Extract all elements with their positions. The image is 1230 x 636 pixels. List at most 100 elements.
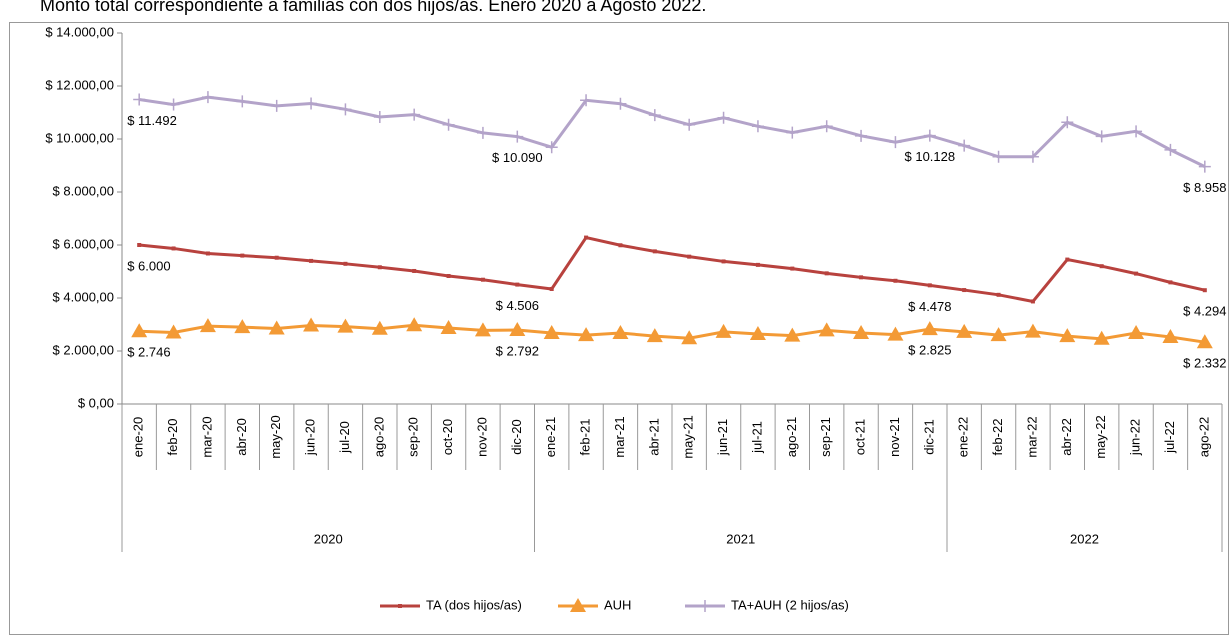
x-tick-label: jul-20 <box>337 421 352 454</box>
marker <box>614 97 627 110</box>
marker <box>165 324 182 339</box>
data-label: $ 10.128 <box>905 149 956 164</box>
data-label: $ 2.825 <box>908 343 951 358</box>
x-tick-label: mar-22 <box>1024 416 1039 457</box>
marker <box>717 111 730 124</box>
marker <box>715 323 732 338</box>
y-tick-label: $ 4.000,00 <box>53 289 114 304</box>
x-tick-label: feb-22 <box>990 419 1005 456</box>
marker <box>1061 116 1074 129</box>
year-label: 2020 <box>314 531 343 546</box>
marker <box>820 120 833 133</box>
marker <box>958 139 971 152</box>
year-label: 2021 <box>726 531 755 546</box>
x-tick-label: nov-21 <box>887 417 902 457</box>
y-tick-label: $ 0,00 <box>78 395 114 410</box>
x-tick-label: jul-21 <box>749 421 764 454</box>
marker <box>683 118 696 131</box>
data-label: $ 2.332 <box>1183 356 1226 371</box>
marker <box>721 259 726 264</box>
marker <box>1134 271 1139 276</box>
marker <box>755 262 760 267</box>
marker <box>305 97 318 110</box>
marker <box>205 251 210 256</box>
marker <box>751 120 764 133</box>
marker <box>408 108 421 121</box>
marker <box>853 324 870 339</box>
marker <box>887 326 904 341</box>
y-tick-label: $ 14.000,00 <box>45 24 114 39</box>
y-tick-label: $ 8.000,00 <box>53 183 114 198</box>
chart-title: Monto total correspondiente a familias c… <box>40 0 706 15</box>
marker <box>652 249 657 254</box>
y-tick-label: $ 12.000,00 <box>45 77 114 92</box>
x-tick-label: ene-21 <box>543 417 558 457</box>
data-label: $ 8.958 <box>1183 180 1226 195</box>
marker <box>545 141 558 154</box>
series-line <box>138 95 1206 168</box>
marker <box>578 327 595 342</box>
marker <box>270 99 283 112</box>
chart-border <box>9 22 1229 635</box>
marker <box>1065 257 1070 262</box>
legend-label: TA+AUH (2 hijos/as) <box>731 597 849 612</box>
marker <box>515 282 520 287</box>
marker <box>893 278 898 283</box>
x-tick-label: ago-22 <box>1196 417 1211 457</box>
y-tick-label: $ 6.000,00 <box>53 236 114 251</box>
x-tick-label: feb-21 <box>578 419 593 456</box>
marker <box>962 288 967 293</box>
marker <box>442 118 455 131</box>
x-tick-label: ago-21 <box>784 417 799 457</box>
marker <box>1059 328 1076 343</box>
legend-label: TA (dos hijos/as) <box>426 597 522 612</box>
marker <box>681 330 698 345</box>
x-tick-label: dic-20 <box>509 419 524 454</box>
marker <box>1164 143 1177 156</box>
marker <box>818 322 835 337</box>
marker <box>1162 328 1179 343</box>
marker <box>570 598 586 612</box>
marker <box>309 258 314 263</box>
marker <box>992 150 1005 163</box>
x-tick-label: jun-22 <box>1128 419 1143 456</box>
x-tick-label: may-20 <box>268 415 283 458</box>
marker <box>199 318 216 333</box>
marker <box>303 317 320 332</box>
marker <box>440 319 457 334</box>
marker <box>1168 280 1173 285</box>
marker <box>268 320 285 335</box>
marker <box>923 129 936 142</box>
marker <box>824 271 829 276</box>
data-label: $ 2.792 <box>496 343 539 358</box>
data-label: $ 2.746 <box>127 345 170 360</box>
x-tick-label: nov-20 <box>474 417 489 457</box>
marker <box>1198 160 1211 173</box>
marker <box>543 324 560 339</box>
x-tick-label: mar-21 <box>612 416 627 457</box>
marker <box>406 317 423 332</box>
marker <box>1093 330 1110 345</box>
marker <box>1202 288 1207 293</box>
marker <box>131 323 148 338</box>
x-tick-label: oct-21 <box>853 419 868 455</box>
x-tick-label: mar-20 <box>199 416 214 457</box>
marker <box>612 324 629 339</box>
marker <box>476 126 489 139</box>
marker <box>1128 324 1145 339</box>
marker <box>1030 299 1035 304</box>
marker <box>167 98 180 111</box>
x-tick-label: abr-22 <box>1059 418 1074 456</box>
marker <box>137 243 142 247</box>
marker <box>889 136 902 149</box>
x-tick-label: abr-21 <box>646 418 661 456</box>
series-line <box>139 323 1206 344</box>
x-tick-label: dic-21 <box>921 419 936 454</box>
marker <box>480 277 485 282</box>
x-tick-label: ene-20 <box>131 417 146 457</box>
marker <box>511 130 524 143</box>
marker <box>648 109 661 122</box>
marker <box>1196 334 1213 349</box>
marker <box>646 328 663 343</box>
